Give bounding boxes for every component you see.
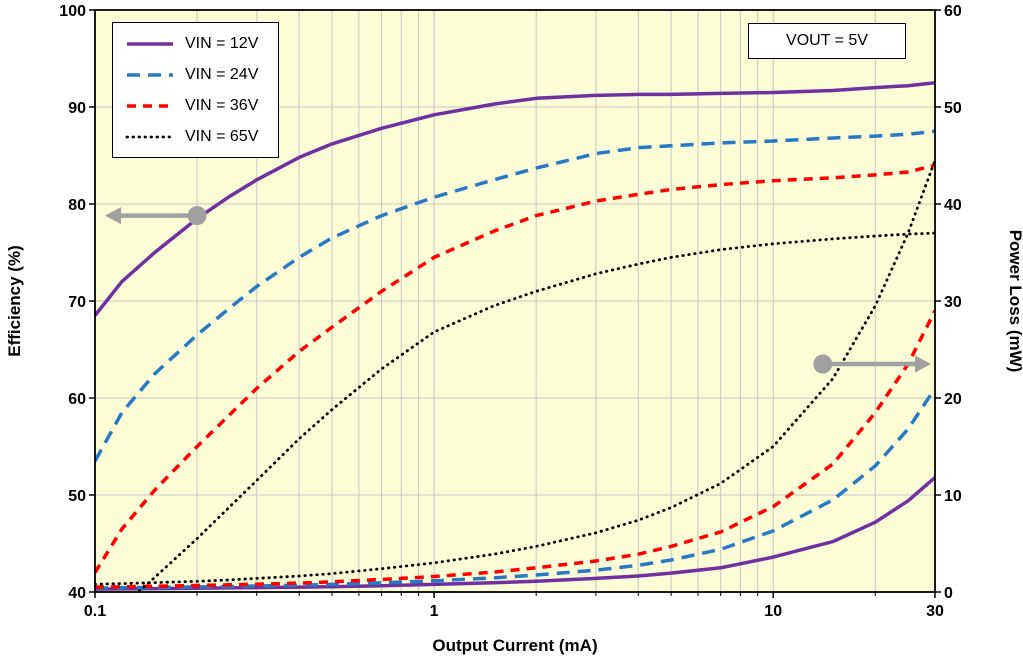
left-tick-label: 100 <box>59 3 86 20</box>
legend-label: VIN = 12V <box>185 35 259 52</box>
x-tick-label: 10 <box>764 603 782 620</box>
right-tick-label: 40 <box>944 197 962 214</box>
left-tick-label: 80 <box>68 197 86 214</box>
legend-item: VIN = 12V <box>125 34 258 53</box>
right-tick-label: 30 <box>944 294 962 311</box>
legend-label: VIN = 65V <box>185 128 259 145</box>
legend-label: VIN = 36V <box>185 97 259 114</box>
legend: VIN = 12V VIN = 24V VIN = 36V VIN = 65V <box>112 22 280 158</box>
right-tick-label: 10 <box>944 488 962 505</box>
arrow-dot <box>813 354 833 374</box>
arrow-head-icon <box>104 207 121 225</box>
legend-line-sample-vin12 <box>127 41 173 46</box>
legend-item: VIN = 36V <box>125 96 258 115</box>
right-axis-title: Power Loss (mW) <box>1006 230 1023 373</box>
right-tick-label: 50 <box>944 100 962 117</box>
left-tick-label: 40 <box>68 585 86 602</box>
power-loss-curve-4 <box>95 158 935 586</box>
legend-item: VIN = 24V <box>125 65 258 84</box>
data-curves <box>95 81 935 592</box>
arrow-head-icon <box>915 355 932 373</box>
left-axis-title: Efficiency (%) <box>5 245 24 356</box>
left-tick-label: 70 <box>68 294 86 311</box>
vout-annotation-box: VOUT = 5V <box>748 23 906 59</box>
gridlines <box>95 10 935 592</box>
right-tick-label: 0 <box>944 585 953 602</box>
x-tick-label: 30 <box>926 603 944 620</box>
x-tick-label: 1 <box>430 603 439 620</box>
efficiency-curve-4 <box>136 231 935 592</box>
legend-line-sample-vin36 <box>127 103 173 108</box>
axis-tick-labels: 0.1 1 10 30 40 50 60 70 80 90 100 0 10 20 30 40 50 60 <box>59 3 962 620</box>
left-tick-label: 60 <box>68 391 86 408</box>
x-tick-label: 0.1 <box>84 603 106 620</box>
legend-label: VIN = 24V <box>185 66 259 83</box>
left-tick-label: 50 <box>68 488 86 505</box>
legend-line-sample-vin65 <box>125 135 175 138</box>
legend-item: VIN = 65V <box>125 127 258 146</box>
legend-line-sample-vin24 <box>127 72 173 77</box>
x-axis-title: Output Current (mA) <box>432 636 597 655</box>
efficiency-curve-1 <box>95 81 935 317</box>
axis-pointer-arrows <box>104 206 932 374</box>
power-loss-curve-3 <box>95 309 935 589</box>
left-tick-label: 90 <box>68 100 86 117</box>
efficiency-curve-3 <box>95 163 935 574</box>
arrow-dot <box>187 206 207 226</box>
right-tick-label: 60 <box>944 3 962 20</box>
efficiency-curve-2 <box>95 129 935 462</box>
right-tick-label: 20 <box>944 391 962 408</box>
